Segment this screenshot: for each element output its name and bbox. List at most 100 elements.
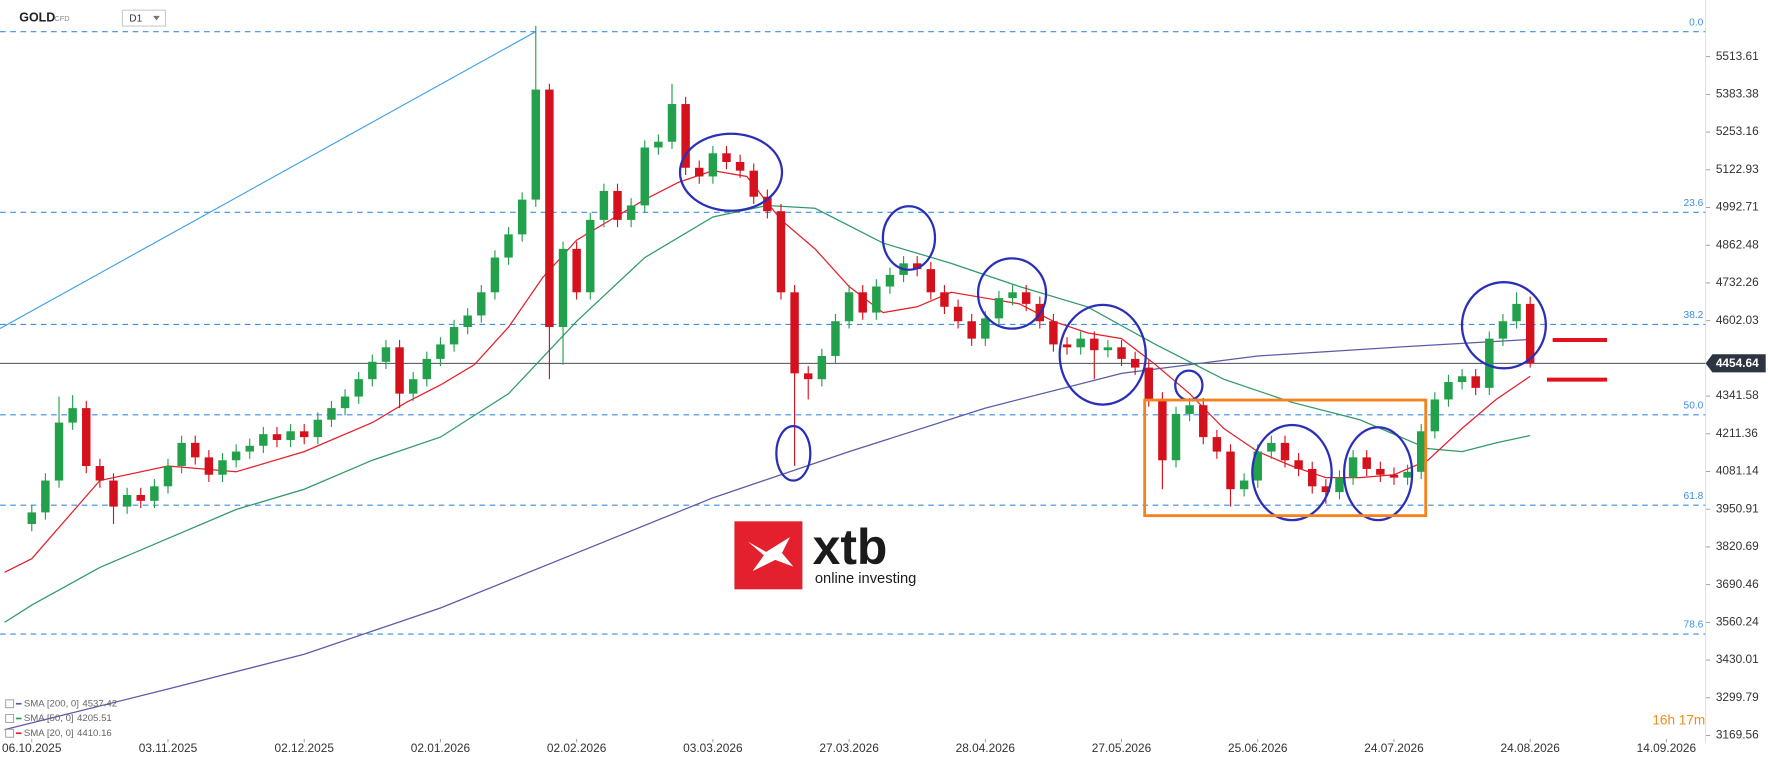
legend-name: SMA [200, 0] (24, 698, 79, 709)
sma-line (4, 204, 1531, 623)
candle-body (1130, 358, 1140, 368)
candle-body (1389, 474, 1399, 478)
candle-body (1062, 344, 1072, 348)
y-tick-label: 3950.91 (1716, 501, 1759, 515)
x-tick-label: 25.06.2026 (1228, 741, 1288, 755)
y-tick-label: 4862.48 (1716, 237, 1759, 251)
legend-icon[interactable] (5, 728, 15, 738)
x-tick-label: 03.11.2025 (139, 741, 198, 755)
y-tick-label: 5253.16 (1716, 124, 1759, 138)
candle-body (667, 104, 677, 142)
y-tick-label: 4602.03 (1716, 313, 1759, 327)
logo-brand: xtb (813, 519, 888, 575)
x-tick-label: 14.09.2026 (1637, 741, 1697, 755)
candle-body (122, 495, 132, 507)
logo-glyph (748, 537, 794, 572)
candle-body (599, 190, 609, 220)
candle-body (354, 379, 363, 397)
candle-body (1525, 303, 1535, 364)
candle-body (926, 269, 936, 293)
candle-body (231, 451, 241, 461)
candle-body (1471, 376, 1480, 388)
candle-body (1171, 413, 1181, 461)
candle-body (872, 286, 881, 313)
y-tick-label: 3169.56 (1716, 728, 1759, 742)
candle-body (654, 141, 663, 148)
annotation-circle (1460, 281, 1547, 370)
y-tick-label: 3430.01 (1716, 652, 1759, 666)
y-tick-label: 4732.26 (1716, 275, 1759, 289)
candle-body (763, 196, 772, 212)
y-tick-label: 4081.14 (1716, 464, 1759, 478)
timeframe-select[interactable] (121, 9, 167, 27)
annotation-circle (1342, 426, 1414, 522)
y-tick-label: 4992.71 (1716, 200, 1759, 214)
candle-body (558, 248, 568, 328)
candle-body (790, 292, 799, 374)
range-box (1143, 398, 1428, 518)
candle-body (572, 248, 581, 293)
candle-body (967, 321, 976, 339)
candle-body (1280, 442, 1290, 461)
x-tick-label: 24.08.2026 (1500, 741, 1560, 755)
x-tick-label: 02.12.2025 (274, 741, 334, 755)
candle-body (1308, 468, 1317, 487)
y-tick-label: 4211.36 (1716, 426, 1758, 440)
y-tick-label: 5383.38 (1716, 87, 1759, 101)
candle-body (1199, 405, 1208, 438)
candle-body (408, 379, 418, 394)
candle-body (136, 495, 145, 501)
legend-name: SMA [20, 0] (24, 728, 74, 739)
legend-icon[interactable] (5, 699, 15, 709)
candle-body (54, 422, 64, 481)
candle-body (313, 419, 323, 438)
candle-body (1185, 405, 1194, 414)
candle-body (953, 306, 963, 322)
candle-body (381, 347, 391, 362)
fib-label: 78.6 (1684, 620, 1704, 631)
candle-body (1103, 347, 1113, 351)
y-tick-label: 4341.58 (1716, 388, 1759, 402)
candle-body (981, 318, 990, 339)
candle-body (259, 434, 268, 446)
timeframe: D1 (129, 13, 142, 24)
legend-icon[interactable] (5, 714, 15, 723)
fib-label: 50.0 (1684, 400, 1704, 411)
candle-body (1444, 382, 1453, 400)
candle-body (1512, 303, 1521, 322)
candle-body (191, 442, 200, 458)
annotations (678, 132, 1547, 522)
candle-body (885, 274, 895, 287)
fib-label: 38.2 (1684, 310, 1704, 321)
candle-body (640, 147, 649, 206)
sma-line (4, 338, 1531, 731)
candle-body (1090, 338, 1099, 351)
candle-body (1021, 292, 1031, 304)
candle-body (1158, 399, 1167, 461)
trendline (0, 31, 537, 329)
candle-body (163, 466, 173, 487)
candle-body (586, 219, 595, 293)
x-tick-label: 27.05.2026 (1092, 741, 1152, 755)
candle-body (68, 408, 77, 423)
candle-body (817, 356, 827, 380)
candle-body (1226, 451, 1235, 490)
candle-body (1117, 347, 1126, 359)
fib-label: 0.0 (1689, 17, 1703, 28)
fib-label: 61.8 (1684, 491, 1704, 502)
candle-body (940, 292, 949, 307)
legend-value: 4410.16 (77, 728, 112, 739)
candle-body (368, 361, 377, 380)
logo-tagline: online investing (815, 571, 916, 587)
candle-body (613, 190, 622, 220)
candle-body (844, 292, 854, 322)
x-tick-label: 27.03.2026 (819, 741, 879, 755)
candle-body (109, 480, 118, 507)
candle-body (1049, 321, 1058, 345)
candle-body (327, 408, 336, 420)
candle-body (1267, 442, 1276, 452)
candle-body (272, 434, 282, 440)
candle-body (1485, 338, 1494, 388)
